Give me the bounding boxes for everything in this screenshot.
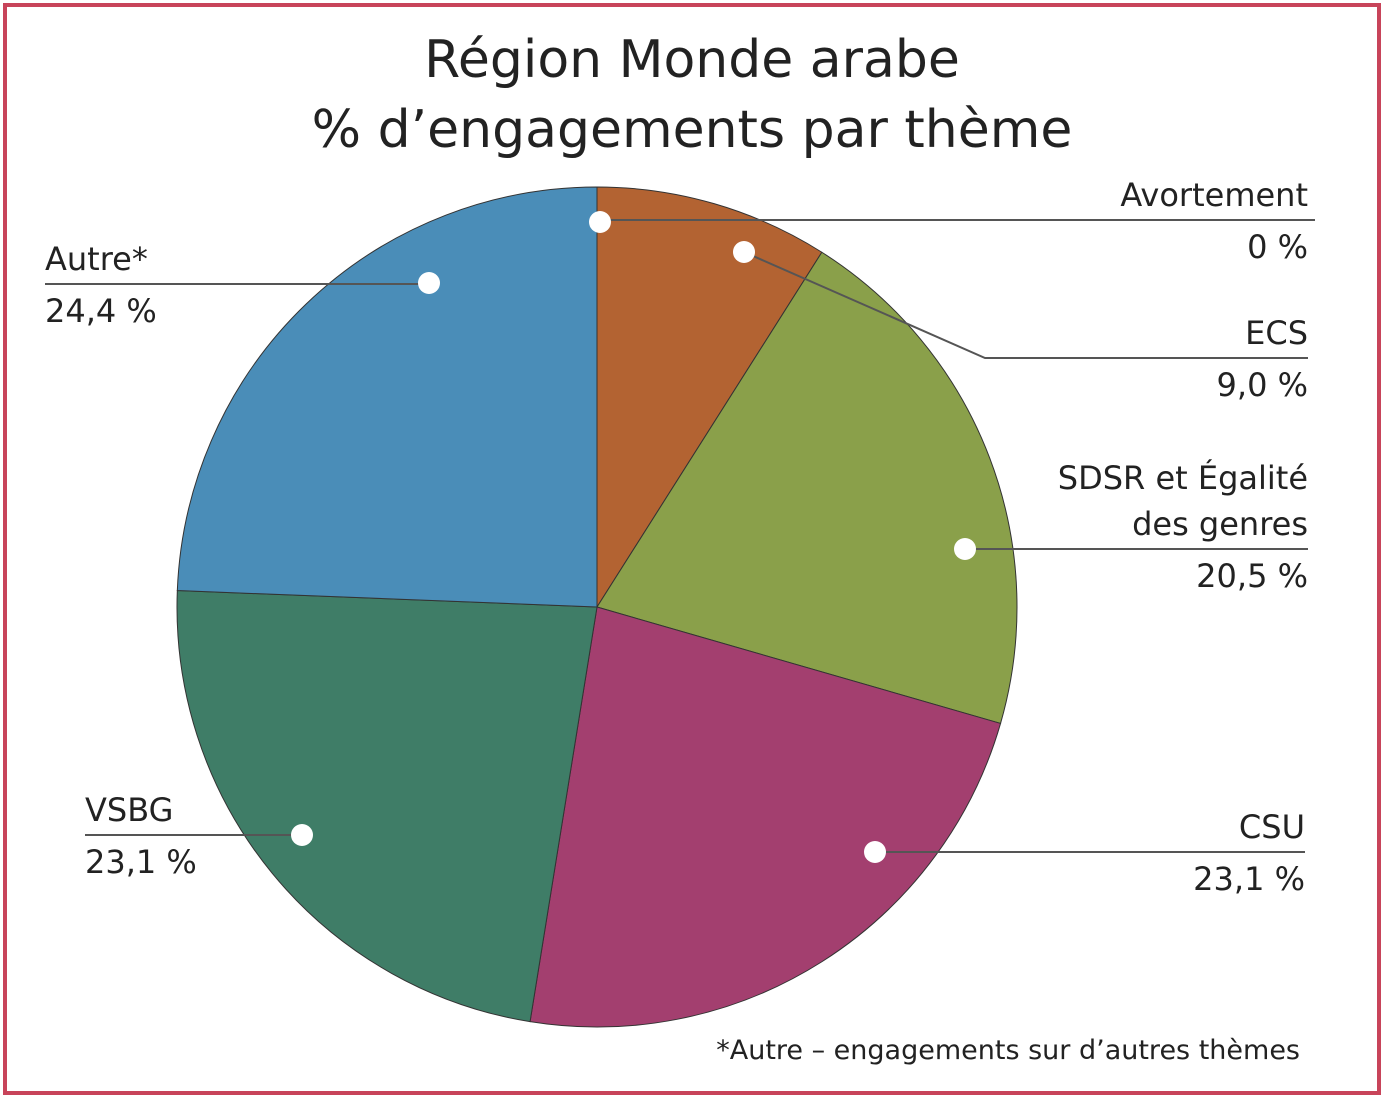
chart-subtitle: % d’engagements par thème	[311, 100, 1073, 160]
label-dot	[954, 538, 976, 560]
category-label: CSU	[1238, 808, 1305, 846]
chart-title: Région Monde arabe	[424, 30, 960, 90]
pie-slice	[596, 251, 1018, 725]
category-label: ECS	[1245, 314, 1308, 352]
value-label: 9,0 %	[1216, 366, 1308, 404]
label-dot	[589, 211, 611, 233]
frame	[3, 3, 1381, 1095]
category-label: VSBG	[85, 791, 174, 829]
label-dot	[291, 824, 313, 846]
pie-slice	[176, 186, 598, 608]
category-label: SDSR et Égalité des genres	[1057, 459, 1308, 543]
label-dot	[418, 272, 440, 294]
category-label: Autre*	[45, 240, 148, 278]
pie-slice	[596, 186, 823, 609]
value-label: 20,5 %	[1196, 557, 1308, 595]
footnote: *Autre – engagements sur d’autres thèmes	[716, 1035, 1300, 1066]
category-label: Avortement	[1120, 176, 1308, 214]
value-label: 0 %	[1247, 228, 1308, 266]
leader-line	[743, 251, 1308, 359]
label-dot	[864, 841, 886, 863]
value-label: 23,1 %	[1193, 860, 1305, 898]
label-dot	[733, 241, 755, 263]
value-label: 24,4 %	[45, 292, 157, 330]
pie-slice	[529, 606, 1002, 1028]
pie-slice	[176, 590, 598, 1023]
value-label: 23,1 %	[85, 843, 197, 881]
